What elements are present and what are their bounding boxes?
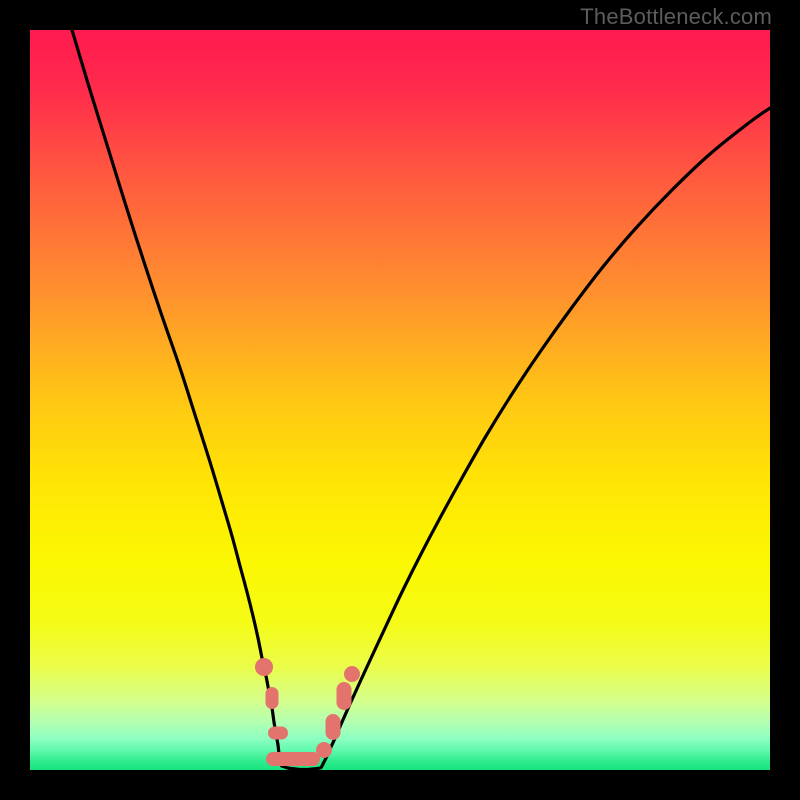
chart-marker xyxy=(344,666,360,682)
chart-marker xyxy=(266,752,320,766)
chart-marker xyxy=(326,714,341,740)
chart-plot-area xyxy=(30,30,770,770)
chart-marker xyxy=(255,658,273,676)
chart-marker xyxy=(268,727,288,740)
chart-marker xyxy=(337,682,352,710)
chart-svg-layer xyxy=(30,30,770,770)
chart-marker xyxy=(316,742,332,758)
chart-marker xyxy=(266,687,279,709)
bottleneck-curve xyxy=(72,30,770,770)
watermark-text: TheBottleneck.com xyxy=(580,4,772,30)
